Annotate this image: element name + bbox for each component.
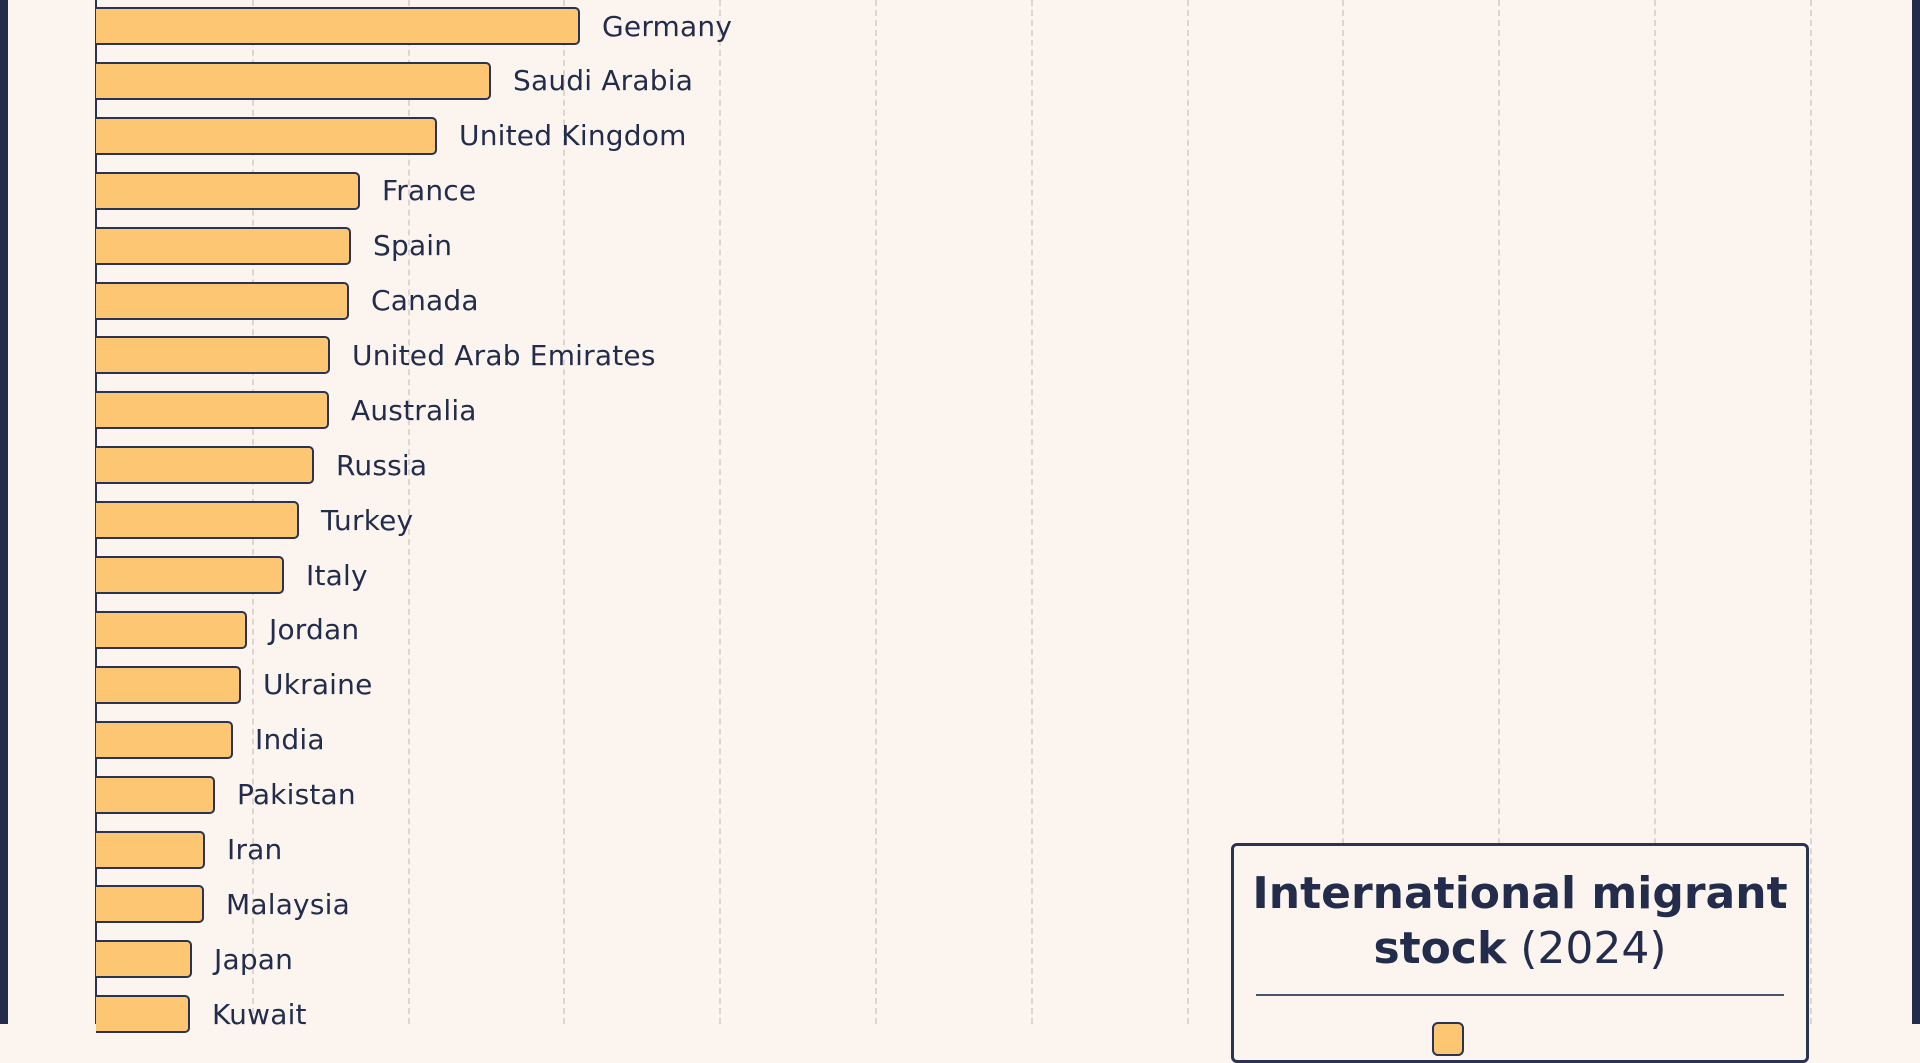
bar-label: Malaysia [226,887,350,921]
bar-row: United Kingdom [96,116,687,156]
legend-title: International migrant stock (2024) [1234,866,1806,976]
bar-row: Jordan [96,610,359,650]
bar-label: United Arab Emirates [352,338,656,372]
bar-row: Malaysia [96,884,350,924]
bar [96,226,351,265]
bar [96,61,491,100]
frame-right-border [1912,0,1920,1024]
legend-title-stock: stock [1373,923,1507,974]
bar-label: India [255,723,325,757]
bar-label: Canada [371,284,479,317]
bar [96,7,580,45]
bar-row: Kuwait [96,994,307,1034]
bar-label: Iran [227,833,283,866]
bar-row: Turkey [96,500,413,540]
gridline [719,0,722,1024]
bar-row: Pakistan [96,775,356,815]
bar-row: France [96,171,476,211]
bar-row: Japan [96,939,293,979]
gridline [563,0,566,1024]
bar-label: Japan [214,942,294,976]
gridline [1809,0,1812,1024]
bar [96,501,299,540]
gridline [1030,0,1033,1024]
bar-label: Spain [373,229,453,263]
bar [96,610,247,649]
bar-chart: Germany Saudi Arabia United Kingdom France S… [95,0,1812,1034]
bar-label: Australia [351,393,477,427]
gridline [1186,0,1189,1024]
bar [96,281,349,320]
bar-row: Russia [96,445,427,485]
gridline [407,0,410,1024]
bar [96,775,215,814]
bar-label: France [382,174,477,208]
bar-row: Canada [96,281,479,321]
bar [96,336,330,375]
bar [96,446,314,485]
bar-label: United Kingdom [459,119,687,153]
bar-label: Kuwait [212,997,307,1031]
bar-label: Ukraine [263,668,373,702]
gridline [1654,0,1656,1024]
legend-divider [1256,994,1784,996]
bar [96,720,233,759]
bar-row: Italy [96,555,368,595]
bar-label: Turkey [321,503,414,537]
bar [96,665,241,704]
bar-row: Saudi Arabia [96,61,693,101]
bar-row: United Arab Emirates [96,335,656,375]
legend-swatch-icon [1432,1022,1464,1056]
bar [96,171,360,210]
bar-row: Iran [96,830,282,870]
bar-row: Spain [96,226,452,266]
legend-title-line1: International migrant [1252,868,1788,919]
bar [96,391,329,430]
gridline [1342,0,1345,1024]
bar [96,116,437,155]
bar [96,995,190,1034]
gridline [875,0,877,1024]
bar [96,885,204,924]
frame-left-border [0,0,8,1024]
gridline [1498,0,1501,1024]
bar-label: Italy [306,558,368,592]
bar-row: Germany [96,6,732,46]
bar-label: Pakistan [237,778,356,812]
bar-row: Australia [96,390,477,430]
bar [96,830,205,869]
legend-box: International migrant stock (2024) [1231,843,1809,1063]
legend-title-year: (2024) [1506,923,1667,974]
bar-row: Ukraine [96,665,373,705]
bar [96,556,284,594]
bar-label: Saudi Arabia [513,64,694,98]
bar [96,940,192,979]
bar-label: Russia [336,448,428,482]
bar-label: Jordan [269,613,360,647]
bar-label: Germany [602,9,733,43]
bar-row: India [96,720,325,760]
